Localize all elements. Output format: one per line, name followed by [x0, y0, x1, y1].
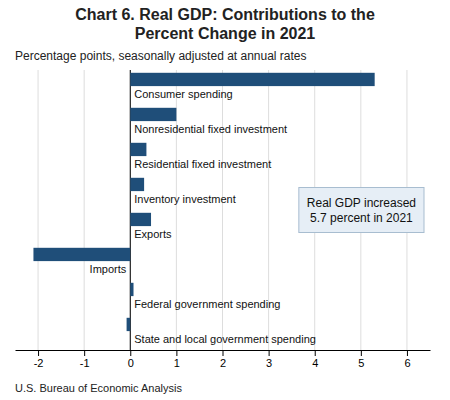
grid-line — [84, 70, 85, 350]
x-tick-mark — [38, 350, 39, 356]
category-label: Inventory investment — [134, 193, 236, 205]
bar — [130, 283, 133, 296]
category-label: State and local government spending — [134, 333, 316, 345]
x-tick: 3 — [266, 350, 272, 369]
title: Chart 6. Real GDP: Contributions to the P… — [75, 6, 375, 42]
plot: -2 -1 0 1 2 3 4 5 6 Consumer spending Nonresidenti… — [16, 70, 431, 369]
category-label: Consumer spending — [134, 88, 232, 100]
bar — [130, 108, 176, 121]
x-tick-mark — [176, 350, 177, 356]
x-tick: 1 — [174, 350, 180, 369]
annotation-line: Real GDP increased — [307, 196, 416, 210]
x-tick-label: 5 — [358, 357, 364, 369]
x-tick-label: 3 — [266, 357, 272, 369]
grid-line — [38, 70, 39, 350]
annotation-line: 5.7 percent in 2021 — [310, 211, 413, 225]
bar — [33, 248, 130, 261]
x-tick-mark — [315, 350, 316, 356]
bar — [130, 73, 374, 86]
x-tick: 0 — [128, 350, 134, 369]
x-tick-mark — [223, 350, 224, 356]
bar — [130, 213, 151, 226]
x-tick-mark — [130, 350, 131, 356]
chart-svg: Chart 6. Real GDP: Contributions to the P… — [0, 0, 450, 400]
x-tick-mark — [84, 350, 85, 356]
x-tick-label: 2 — [220, 357, 226, 369]
x-tick: -2 — [34, 350, 44, 369]
bar — [127, 318, 131, 331]
title-line: Chart 6. Real GDP: Contributions to the — [75, 6, 375, 23]
category-label: Nonresidential fixed investment — [134, 123, 287, 135]
x-tick-label: 0 — [128, 357, 134, 369]
x-tick-label: 1 — [174, 357, 180, 369]
x-tick-label: -2 — [34, 357, 44, 369]
x-tick-mark — [407, 350, 408, 356]
category-labels: Consumer spending Nonresidential fixed in… — [90, 88, 316, 345]
category-label: Federal government spending — [134, 298, 280, 310]
bar — [130, 178, 144, 191]
annotation-box — [299, 188, 424, 233]
x-tick: -1 — [80, 350, 90, 369]
title-line: Percent Change in 2021 — [135, 25, 316, 42]
category-label: Imports — [90, 263, 127, 275]
footer: U.S. Bureau of Economic Analysis — [15, 382, 182, 394]
x-axis: -2 -1 0 1 2 3 4 5 6 — [16, 350, 431, 369]
x-tick-mark — [361, 350, 362, 356]
x-tick: 5 — [358, 350, 364, 369]
subtitle: Percentage points, seasonally adjusted a… — [15, 49, 307, 63]
category-label: Exports — [134, 228, 172, 240]
annotation-text: Real GDP increased5.7 percent in 2021 — [307, 196, 416, 225]
x-tick: 4 — [312, 350, 318, 369]
x-tick: 2 — [220, 350, 226, 369]
x-tick-mark — [269, 350, 270, 356]
x-tick-label: 4 — [312, 357, 318, 369]
x-tick-label: -1 — [80, 357, 90, 369]
bar — [130, 143, 146, 156]
category-label: Residential fixed investment — [134, 158, 271, 170]
annotation: Real GDP increased5.7 percent in 2021 — [299, 188, 424, 233]
x-tick-label: 6 — [404, 357, 410, 369]
x-tick: 6 — [404, 350, 410, 369]
